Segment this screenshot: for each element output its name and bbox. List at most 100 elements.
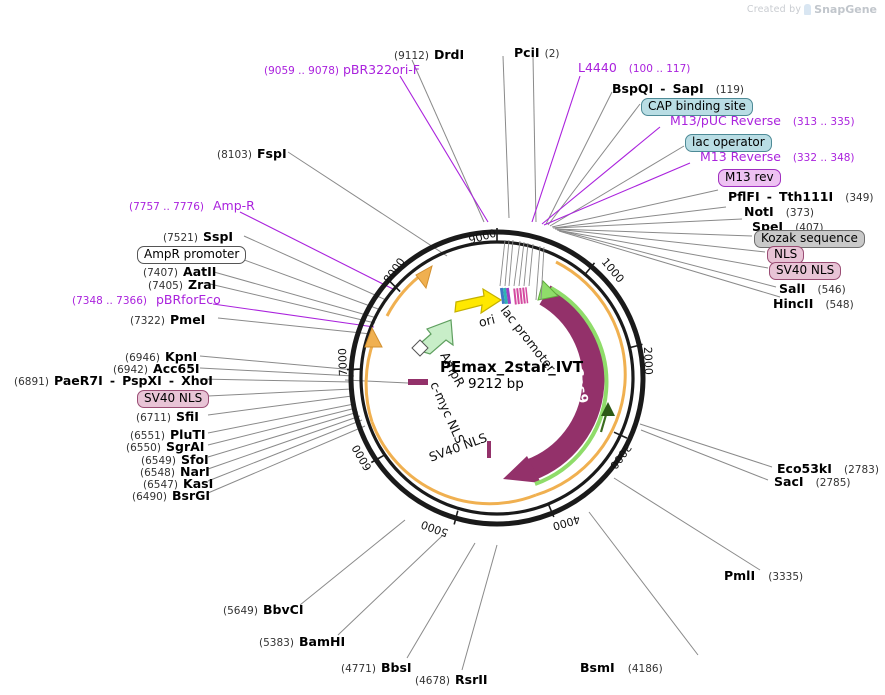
badge-text: AmpR promoter	[137, 246, 247, 264]
label-text: Eco53kI	[777, 461, 832, 476]
label-pos: (5383)	[259, 637, 294, 649]
primer-leader-lines	[212, 75, 691, 328]
label-text: SfiI	[176, 409, 199, 424]
label-SpeI[interactable]: SpeI (407)	[752, 218, 823, 234]
label-pos: (546)	[817, 284, 846, 296]
svg-text:c-myc NLS: c-myc NLS	[427, 379, 468, 446]
label-NarI[interactable]: (6548) NarI	[140, 463, 210, 479]
label-NotI[interactable]: NotI (373)	[744, 203, 814, 219]
label-pos: (7757 .. 7776)	[129, 201, 204, 213]
label-pos: (6942)	[113, 364, 148, 376]
label-SgrAI[interactable]: (6550) SgrAI	[126, 438, 204, 454]
label-SfoI[interactable]: (6549) SfoI	[141, 451, 209, 467]
feature-cas9: Cas9	[503, 285, 605, 483]
label-text: DrdI	[434, 47, 465, 62]
label-text: ZraI	[188, 277, 217, 292]
label-PflFI-Tth111I[interactable]: PflFI - Tth111I (349)	[728, 188, 874, 204]
label-KasI[interactable]: (6547) KasI	[143, 475, 213, 491]
label-FspI[interactable]: (8103) FspI	[217, 145, 287, 161]
label-pos: (6946)	[125, 352, 160, 364]
label-SalI[interactable]: SalI (546)	[779, 280, 846, 296]
label-PmeI[interactable]: (7322) PmeI	[130, 311, 205, 327]
label-L4440[interactable]: L4440 (100 .. 117)	[578, 61, 690, 75]
plasmid-name: PEmax_2star_IVT	[440, 358, 584, 376]
label-pos: (4678)	[415, 675, 450, 687]
label-SspI[interactable]: (7521) SspI	[163, 228, 233, 244]
label-CAP-binding-site[interactable]: CAP binding site	[641, 97, 753, 116]
label-text: BsmI	[580, 660, 615, 675]
label-pos: (6711)	[136, 412, 171, 424]
label-text: KasI	[183, 476, 214, 491]
label-M13-pUC-Reverse[interactable]: M13/pUC Reverse (313 .. 335)	[670, 114, 855, 128]
badge-text: M13 rev	[718, 169, 781, 187]
label-pos: (6549)	[141, 455, 176, 467]
label-text: PaeR7I	[54, 373, 103, 388]
label-pos: (4186)	[627, 663, 663, 675]
feature-c-myc-nls: c-myc NLS	[408, 379, 468, 446]
label-text: PmeI	[170, 312, 206, 327]
label-text: PmlI	[724, 568, 756, 583]
label-BspQI-SapI[interactable]: BspQI - SapI (119)	[612, 80, 744, 96]
label-PluTI[interactable]: (6551) PluTI	[130, 426, 206, 442]
watermark-prefix: Created by	[746, 4, 802, 15]
label-separator: -	[109, 373, 116, 388]
svg-text:ori: ori	[477, 311, 496, 329]
label-M13-Reverse[interactable]: M13 Reverse (332 .. 348)	[700, 150, 855, 164]
label-NLS[interactable]: NLS	[767, 245, 805, 264]
badge-text: NLS	[767, 246, 805, 264]
label-Eco53kI[interactable]: Eco53kI (2783)	[777, 460, 879, 476]
label-pBR322ori-F[interactable]: (9059 .. 9078) pBR322ori-F	[264, 62, 420, 77]
label-separator: -	[660, 81, 666, 96]
label-pos: (2)	[544, 48, 560, 60]
label-pos: (332 .. 348)	[792, 152, 855, 164]
label-SfiI[interactable]: (6711) SfiI	[136, 408, 199, 424]
label-pos: (9059 .. 9078)	[264, 65, 339, 77]
label-BsmI[interactable]: BsmI (4186)	[580, 659, 663, 675]
label-pos: (5649)	[223, 605, 258, 617]
label-pos: (119)	[715, 84, 744, 96]
snapgene-logo-icon	[804, 4, 812, 15]
label-pos: (7405)	[148, 280, 183, 292]
label-text: SalI	[779, 281, 806, 296]
label-text: Acc65I	[153, 361, 200, 376]
label-PaeR7I-PspXI-XhoI[interactable]: (6891) PaeR7I - PspXI - XhoI	[14, 372, 213, 388]
label-pos: (548)	[825, 299, 854, 311]
label-pos: (6891)	[14, 376, 49, 388]
label-BamHI[interactable]: (5383) BamHI	[259, 633, 345, 649]
label-SacI[interactable]: SacI (2785)	[774, 473, 851, 489]
label-BbsI[interactable]: (4771) BbsI	[341, 659, 412, 675]
label-pos: (8103)	[217, 149, 252, 161]
label-KpnI[interactable]: (6946) KpnI	[125, 348, 197, 364]
label-text: BsrGI	[172, 488, 211, 503]
label-ZraI[interactable]: (7405) ZraI	[148, 276, 216, 292]
label-pos: (7521)	[163, 232, 198, 244]
label-DrdI[interactable]: (9112) DrdI	[394, 46, 464, 62]
label-BsrGI[interactable]: (6490) BsrGI	[132, 487, 210, 503]
label-SV40-NLS-right[interactable]: SV40 NLS	[769, 261, 842, 280]
label-text: pBR322ori-F	[342, 62, 420, 77]
label-HincII[interactable]: HincII (548)	[773, 295, 854, 311]
badge-text: CAP binding site	[641, 98, 753, 116]
label-lac-operator[interactable]: lac operator	[685, 133, 772, 152]
label-SV40-NLS-left[interactable]: SV40 NLS	[137, 389, 210, 408]
label-text: AatII	[183, 264, 217, 279]
label-M13-rev[interactable]: M13 rev	[718, 168, 781, 187]
badge-text: SV40 NLS	[769, 262, 842, 280]
label-text: NotI	[744, 204, 774, 219]
label-pBRforEco[interactable]: (7348 .. 7366) pBRforEco	[72, 293, 221, 307]
label-Kozak-sequence[interactable]: Kozak sequence	[754, 229, 865, 248]
label-separator: -	[766, 189, 772, 204]
label-AatII[interactable]: (7407) AatII	[143, 263, 216, 279]
label-pos: (6547)	[143, 479, 178, 491]
label-PmlI[interactable]: PmlI (3335)	[724, 567, 803, 583]
label-text2: SapI	[672, 81, 704, 96]
label-Amp-R[interactable]: (7757 .. 7776) Amp-R	[129, 199, 255, 213]
label-PciI[interactable]: PciI (2)	[514, 44, 559, 60]
label-RsrII[interactable]: (4678) RsrII	[415, 671, 488, 687]
label-Acc65I[interactable]: (6942) Acc65I	[113, 360, 200, 376]
label-BbvCI[interactable]: (5649) BbvCI	[223, 601, 303, 617]
label-pos: (7407)	[143, 267, 178, 279]
label-AmpR-promoter[interactable]: AmpR promoter	[137, 245, 247, 264]
